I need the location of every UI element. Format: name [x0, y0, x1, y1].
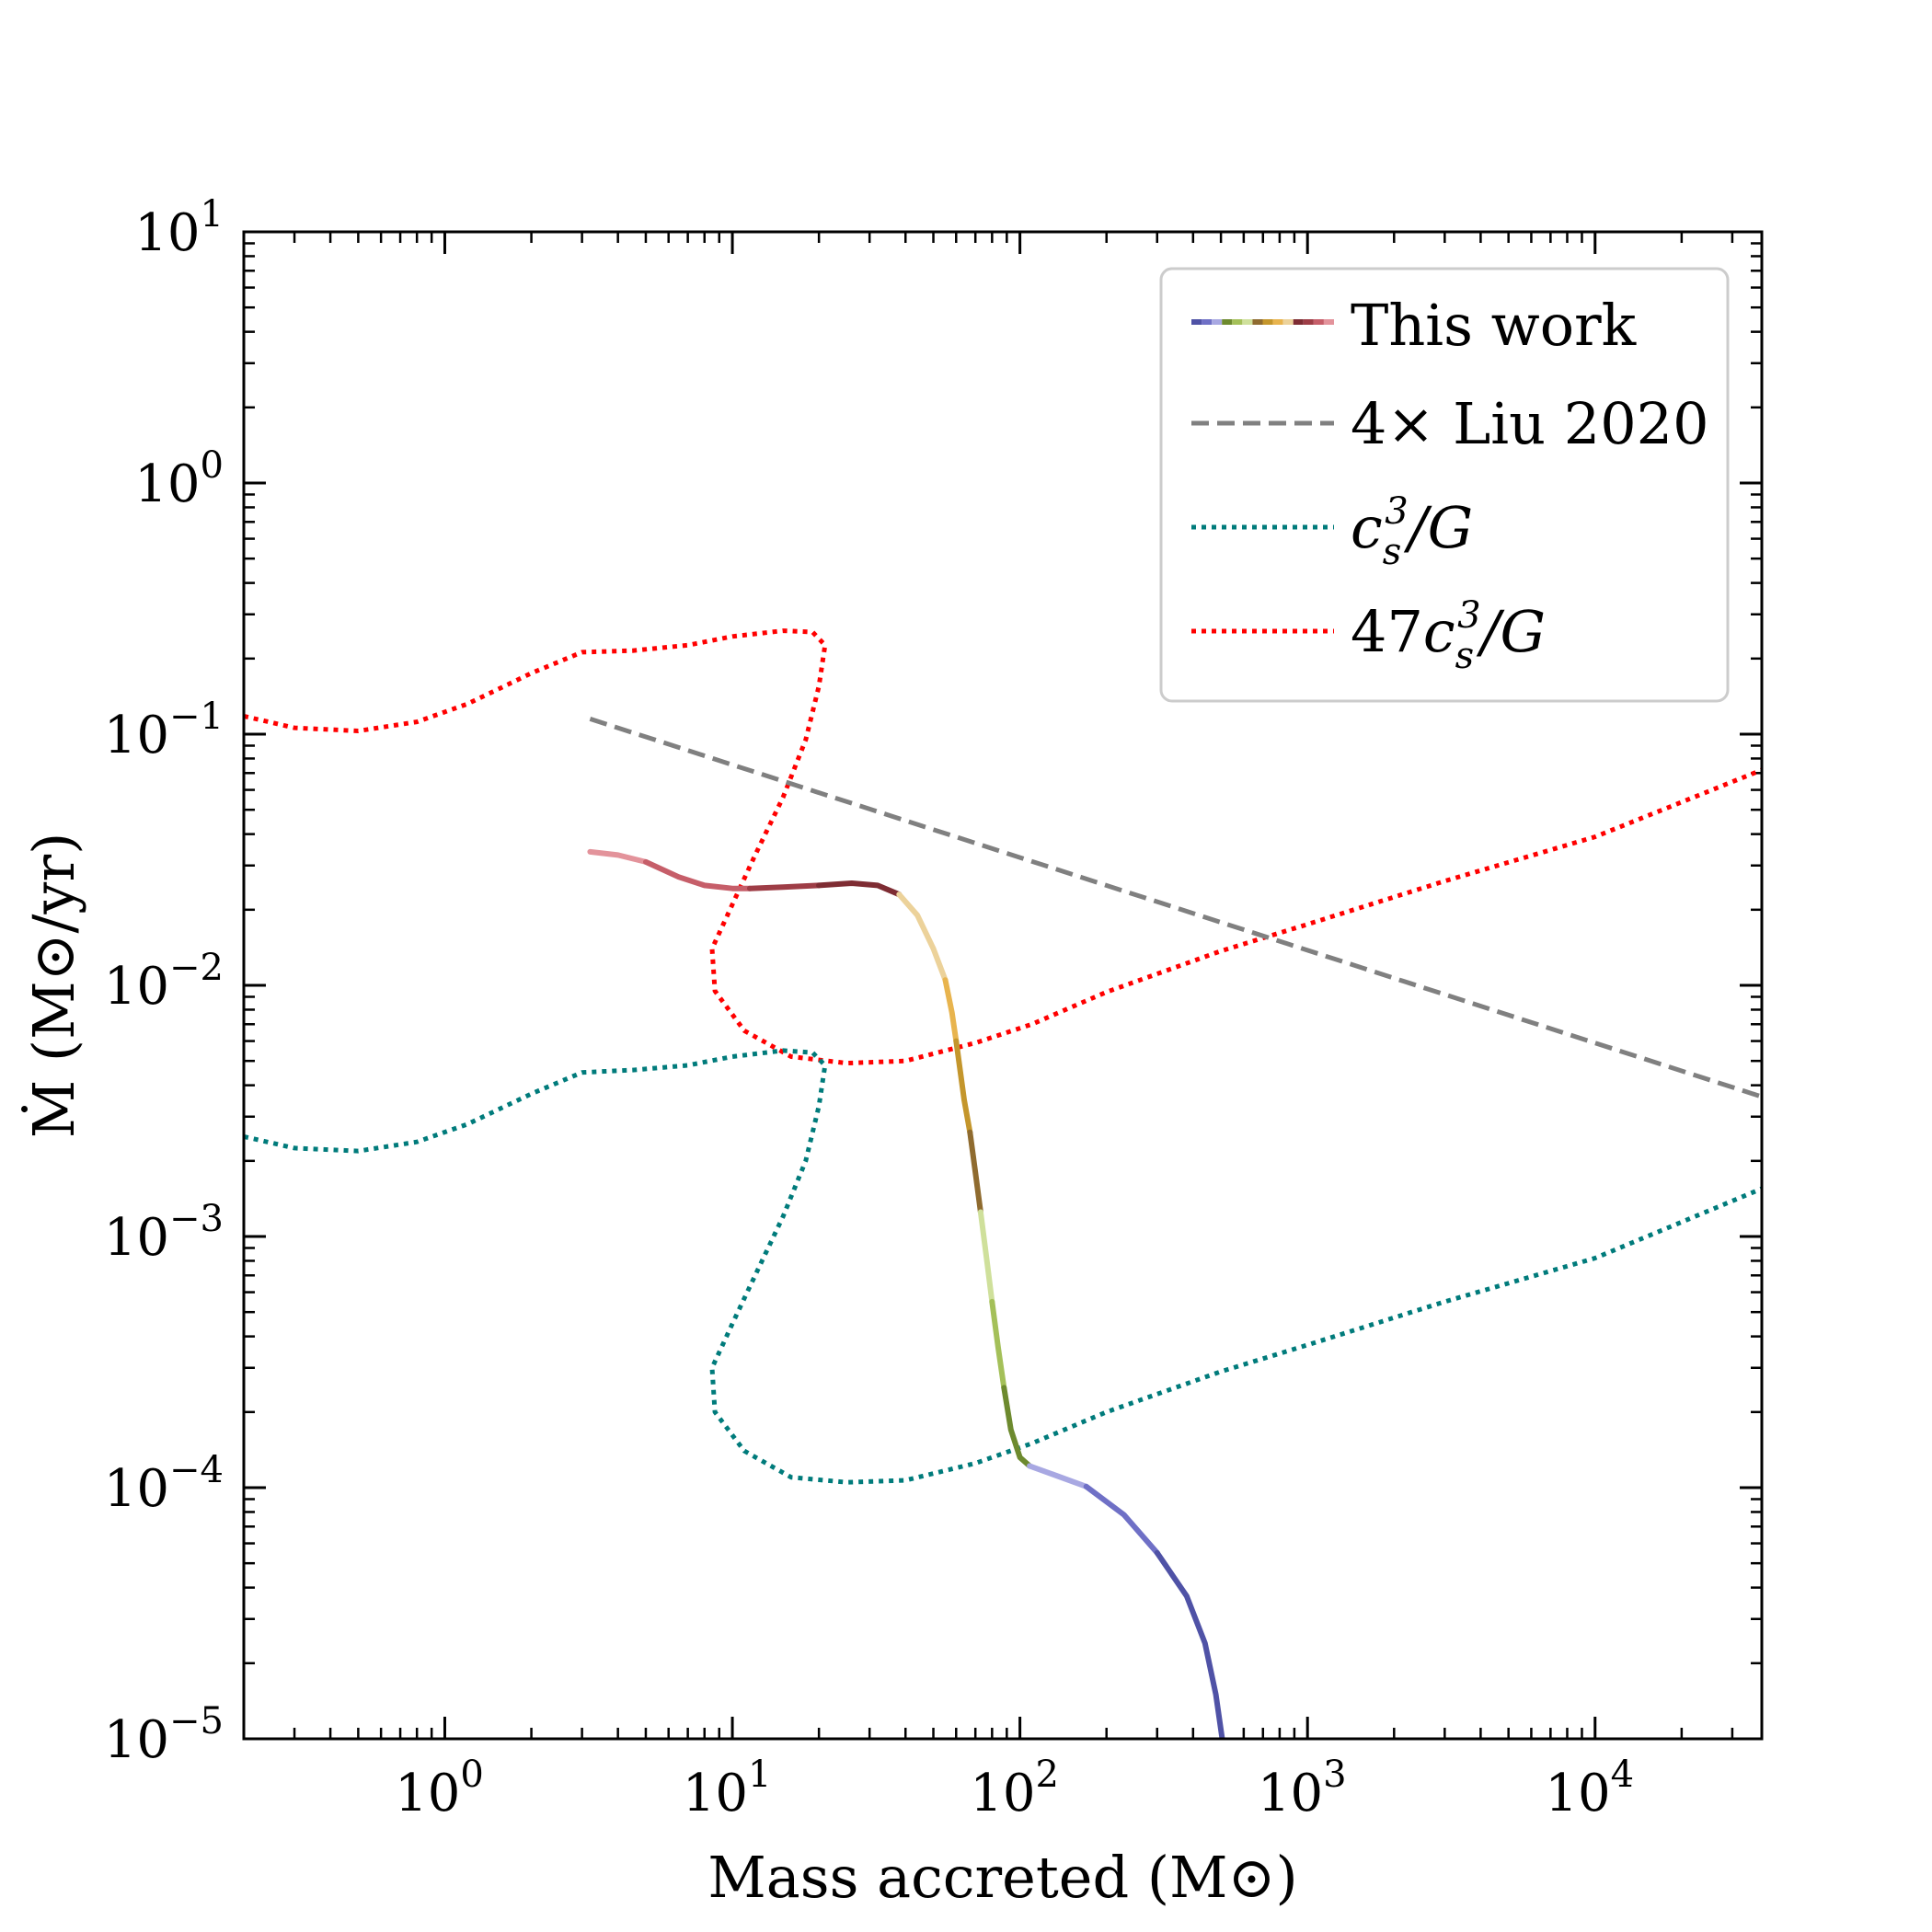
y-tick-label: 10−3	[104, 1198, 224, 1268]
plot-frame	[242, 230, 1764, 1741]
legend-label-cs3-g: cs3/G	[1351, 490, 1473, 573]
series-segment	[942, 977, 960, 1044]
tick-labels: 100 101 102 103 104 10−5 10−4 10−3 10−2 10−1 100 10…	[104, 193, 1634, 1823]
legend-label-liu-2020: 4× Liu 2020	[1351, 390, 1709, 457]
y-tick-label: 10−5	[104, 1700, 224, 1770]
y-tick-label: 10−2	[104, 947, 224, 1017]
legend-frame	[1159, 267, 1730, 703]
axis-ticks	[244, 230, 1762, 1741]
x-tick-label: 100	[395, 1754, 484, 1823]
y-tick-label: 10−1	[104, 696, 224, 765]
x-axis-label: Mass accreted (M⊙)	[707, 1844, 1297, 1911]
y-tick-label: 100	[134, 444, 224, 514]
series-segment	[1154, 1549, 1225, 1739]
y-axis-label: Ṁ (M⊙/yr)	[20, 833, 87, 1139]
series-segment	[967, 1129, 983, 1215]
x-tick-label: 102	[970, 1754, 1059, 1823]
legend-label-this-work: This work	[1351, 292, 1637, 359]
series-this-work	[587, 848, 1225, 1739]
series-layer	[244, 628, 1762, 1739]
legend: This work 4× Liu 2020 cs3/G 47cs3/G	[1159, 267, 1730, 703]
legend-label-47cs3-g: 47cs3/G	[1351, 594, 1546, 677]
series-segment	[989, 1298, 1007, 1391]
series-47cs3-g	[244, 628, 1762, 1066]
series-segment	[1001, 1385, 1033, 1469]
y-tick-label: 10−4	[104, 1449, 224, 1519]
x-tick-label: 104	[1545, 1754, 1634, 1823]
series-segment	[643, 858, 753, 891]
series-cs3-g	[244, 1048, 1762, 1485]
series-segment	[977, 1209, 995, 1305]
y-tick-label: 101	[134, 193, 224, 263]
series-segment	[896, 891, 949, 983]
series-segment	[816, 880, 903, 898]
series-segment	[953, 1038, 973, 1135]
series-segment	[747, 882, 822, 891]
series-segment	[1083, 1483, 1160, 1556]
series-segment	[587, 848, 649, 865]
x-tick-label: 101	[683, 1754, 772, 1823]
series-segment	[1027, 1463, 1089, 1489]
x-tick-label: 103	[1258, 1754, 1347, 1823]
